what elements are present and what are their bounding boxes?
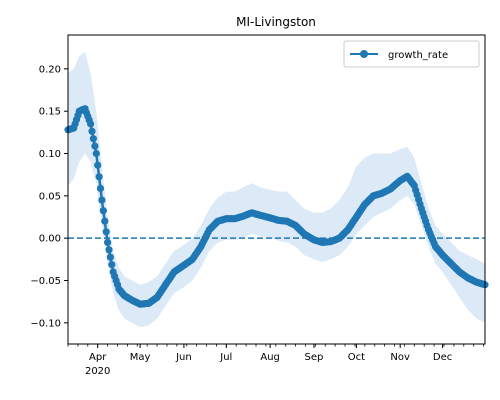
data-point bbox=[88, 127, 96, 135]
y-tick-label: 0.15 bbox=[39, 107, 61, 118]
data-point bbox=[106, 253, 114, 261]
x-tick-label: Apr bbox=[89, 352, 107, 363]
y-tick-label: −0.10 bbox=[30, 318, 61, 329]
data-point bbox=[104, 238, 112, 246]
y-axis: 0.20 0.15 0.10 0.05 0.00 −0.05 −0.10 bbox=[30, 64, 68, 329]
plot-area bbox=[64, 51, 489, 328]
x-tick-label: May bbox=[130, 352, 151, 363]
legend-entry-growth-rate: growth_rate bbox=[388, 50, 448, 61]
data-point bbox=[89, 135, 97, 143]
data-point bbox=[108, 261, 116, 269]
y-tick-label: 0.20 bbox=[39, 64, 61, 75]
y-tick-label: −0.05 bbox=[30, 276, 61, 287]
data-point bbox=[87, 120, 95, 128]
x-tick-label: Aug bbox=[260, 352, 280, 363]
data-point bbox=[96, 184, 105, 192]
legend-marker-swatch bbox=[360, 50, 368, 58]
data-point bbox=[105, 246, 113, 254]
x-tick-label: Sep bbox=[305, 352, 324, 363]
x-tick-year-label: 2020 bbox=[85, 366, 110, 377]
data-point bbox=[95, 173, 103, 181]
chart-title: MI-Livingston bbox=[236, 15, 316, 29]
data-point bbox=[99, 207, 107, 215]
series-growth-rate bbox=[64, 105, 489, 308]
legend-box bbox=[343, 40, 480, 68]
x-axis: Apr 2020 May Jun Jul Aug Sep Oct Nov Dec bbox=[67, 344, 484, 377]
x-tick-label: Nov bbox=[390, 352, 410, 363]
data-point bbox=[98, 196, 106, 204]
legend: growth_rate bbox=[343, 40, 480, 68]
data-point bbox=[94, 161, 102, 169]
y-tick-label: 0.10 bbox=[39, 149, 61, 160]
x-tick-label: Oct bbox=[348, 352, 365, 363]
axes-frame bbox=[67, 34, 486, 345]
y-tick-label: 0.05 bbox=[39, 191, 61, 202]
data-point bbox=[102, 228, 110, 236]
x-tick-label: Jul bbox=[219, 352, 232, 363]
y-tick-label: 0.00 bbox=[39, 234, 61, 245]
data-point bbox=[91, 142, 99, 150]
x-tick-label: Jun bbox=[175, 352, 192, 363]
x-tick-label: Dec bbox=[433, 352, 452, 363]
data-point bbox=[101, 217, 109, 225]
data-point bbox=[92, 149, 100, 158]
confidence-band bbox=[68, 51, 485, 328]
